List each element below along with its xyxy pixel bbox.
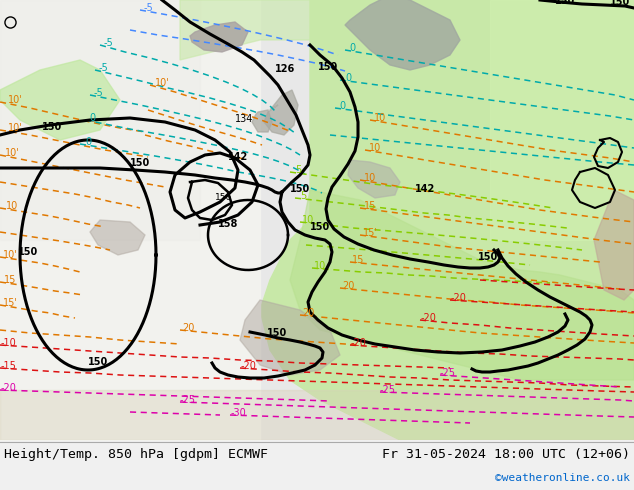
Text: 156: 156 — [215, 193, 232, 202]
Text: 20: 20 — [182, 323, 194, 333]
Text: 10': 10' — [8, 95, 22, 105]
Polygon shape — [180, 0, 380, 60]
Polygon shape — [348, 160, 400, 198]
Text: -5: -5 — [93, 88, 103, 98]
Text: -15: -15 — [0, 361, 16, 371]
Text: 10': 10' — [8, 123, 22, 133]
Text: 0: 0 — [349, 43, 355, 53]
Text: -25: -25 — [380, 385, 396, 395]
Text: 150: 150 — [130, 158, 150, 168]
Text: 0: 0 — [339, 101, 345, 111]
Text: 0: 0 — [85, 137, 91, 147]
Polygon shape — [252, 110, 272, 132]
Text: 15: 15 — [352, 255, 364, 265]
Text: 5: 5 — [295, 165, 301, 175]
Text: 15: 15 — [4, 275, 16, 285]
Text: 150: 150 — [310, 222, 330, 232]
Text: 150: 150 — [610, 0, 630, 7]
Polygon shape — [90, 220, 145, 255]
Text: -10: -10 — [0, 338, 16, 348]
Text: -20: -20 — [350, 338, 366, 348]
Text: -20: -20 — [0, 383, 16, 393]
Text: 10': 10' — [155, 78, 169, 88]
Text: 15': 15' — [363, 228, 377, 238]
Text: -5: -5 — [98, 63, 108, 73]
Polygon shape — [345, 0, 460, 70]
Text: 10: 10 — [302, 215, 314, 225]
Text: 15: 15 — [364, 201, 376, 211]
Text: 10: 10 — [369, 143, 381, 153]
Text: 150: 150 — [555, 0, 575, 6]
Polygon shape — [0, 60, 120, 140]
Text: 134: 134 — [235, 114, 254, 124]
Text: Height/Temp. 850 hPa [gdpm] ECMWF: Height/Temp. 850 hPa [gdpm] ECMWF — [4, 447, 268, 461]
Text: -5: -5 — [103, 38, 113, 48]
Text: 20: 20 — [342, 281, 354, 291]
Text: 126: 126 — [275, 64, 295, 74]
Polygon shape — [240, 300, 340, 375]
Text: 150: 150 — [88, 357, 108, 367]
Text: 150: 150 — [478, 252, 498, 262]
Text: 150: 150 — [42, 122, 62, 132]
Text: 10': 10' — [4, 148, 20, 158]
Text: -30: -30 — [230, 408, 246, 418]
Text: -5: -5 — [143, 3, 153, 13]
Text: -20: -20 — [420, 313, 436, 323]
Polygon shape — [290, 190, 634, 380]
Text: 150: 150 — [267, 328, 287, 338]
Text: 142: 142 — [228, 152, 249, 162]
Text: 15': 15' — [3, 298, 18, 308]
Text: -20: -20 — [240, 361, 256, 371]
Text: 10': 10' — [3, 250, 17, 260]
Text: -25: -25 — [440, 368, 456, 378]
Text: 10: 10 — [374, 113, 386, 123]
Polygon shape — [260, 0, 634, 440]
Text: 10: 10 — [314, 261, 326, 271]
Text: 150: 150 — [290, 184, 310, 194]
Text: 150: 150 — [318, 62, 339, 72]
Text: -20: -20 — [450, 293, 466, 303]
Text: 5: 5 — [300, 191, 306, 201]
Text: 20: 20 — [302, 308, 314, 318]
Text: ©weatheronline.co.uk: ©weatheronline.co.uk — [495, 472, 630, 483]
Text: 0: 0 — [345, 73, 351, 83]
Polygon shape — [594, 190, 634, 300]
Text: 10: 10 — [6, 201, 18, 211]
Text: Fr 31-05-2024 18:00 UTC (12+06): Fr 31-05-2024 18:00 UTC (12+06) — [382, 447, 630, 461]
Text: 10: 10 — [364, 173, 376, 183]
Text: 150: 150 — [18, 247, 38, 257]
Text: 0: 0 — [89, 113, 95, 123]
Text: -25: -25 — [180, 395, 196, 405]
Polygon shape — [264, 90, 298, 135]
Polygon shape — [190, 22, 248, 52]
Text: 158: 158 — [218, 219, 238, 229]
Text: 142: 142 — [415, 184, 436, 194]
